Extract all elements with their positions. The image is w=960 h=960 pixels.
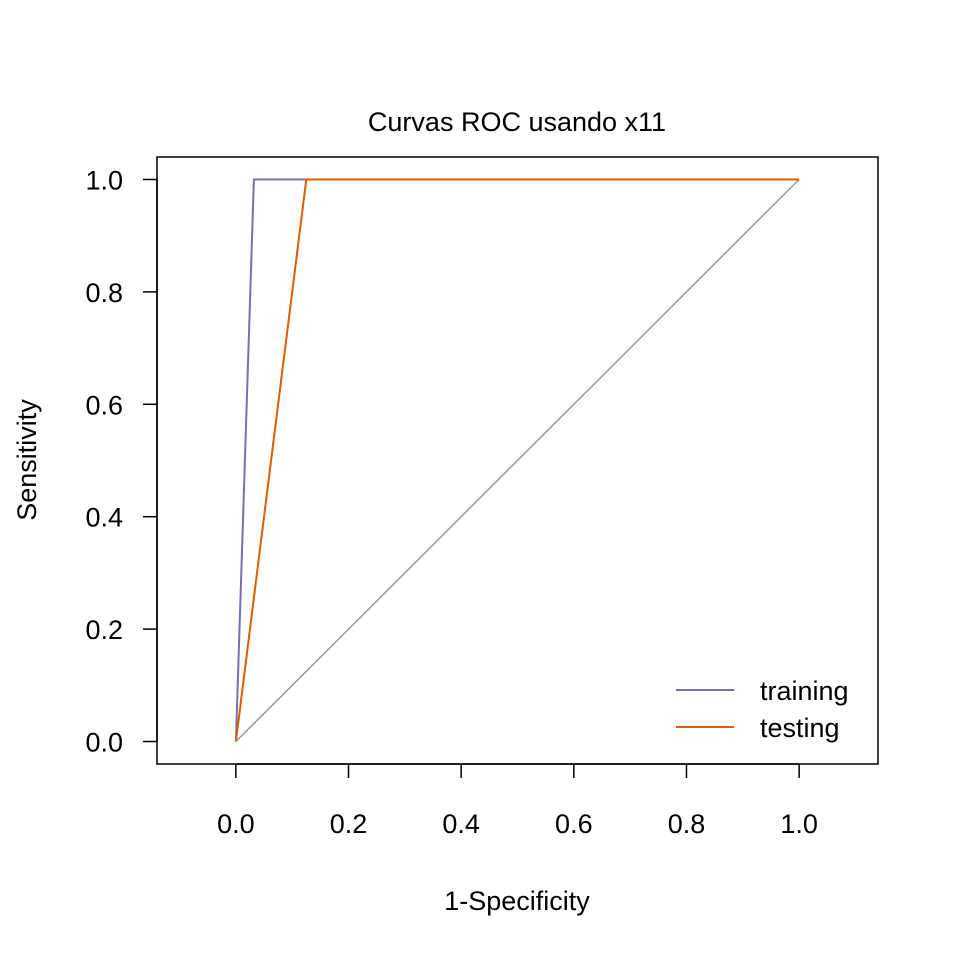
y-axis: 0.0 0.2 0.4 0.6 0.8 1.0 (85, 165, 158, 758)
legend-label-testing: testing (760, 713, 840, 743)
x-tick-label: 0.4 (442, 809, 480, 839)
y-axis-label: Sensitivity (12, 399, 42, 521)
legend-label-training: training (760, 676, 849, 706)
x-axis: 0.0 0.2 0.4 0.6 0.8 1.0 (217, 763, 818, 839)
x-tick-label: 1.0 (780, 809, 818, 839)
y-tick-label: 0.6 (85, 390, 123, 420)
legend: training testing (676, 676, 849, 743)
chart-title: Curvas ROC usando x11 (368, 107, 666, 137)
series-line-testing (234, 178, 800, 742)
y-tick-label: 1.0 (85, 165, 123, 195)
y-tick-label: 0.4 (85, 503, 123, 533)
y-tick-label: 0.0 (85, 728, 123, 758)
reference-diagonal-line (235, 178, 800, 743)
x-axis-label: 1-Specificity (444, 886, 590, 916)
x-tick-label: 0.8 (668, 809, 706, 839)
y-tick-label: 0.2 (85, 615, 123, 645)
x-tick-label: 0.6 (555, 809, 593, 839)
x-tick-label: 0.0 (217, 809, 255, 839)
y-tick-label: 0.8 (85, 278, 123, 308)
reference-diagonal-layer (235, 178, 800, 743)
x-tick-label: 0.2 (330, 809, 368, 839)
series-layer (234, 178, 800, 742)
